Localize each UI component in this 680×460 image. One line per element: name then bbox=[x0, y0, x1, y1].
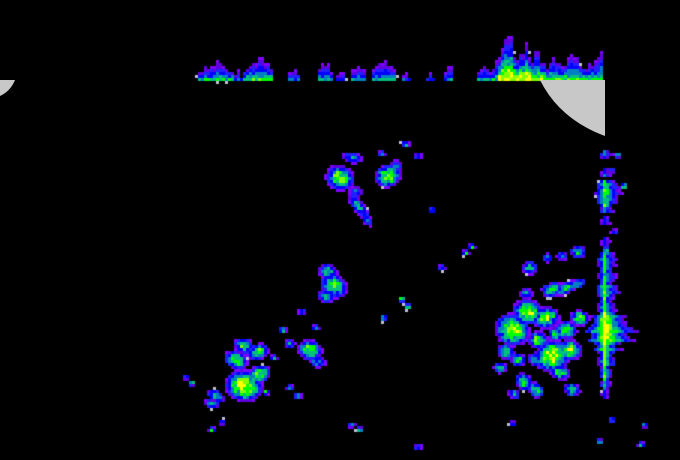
radar-display[interactable] bbox=[0, 0, 680, 460]
radar-echo-canvas[interactable] bbox=[0, 0, 680, 460]
